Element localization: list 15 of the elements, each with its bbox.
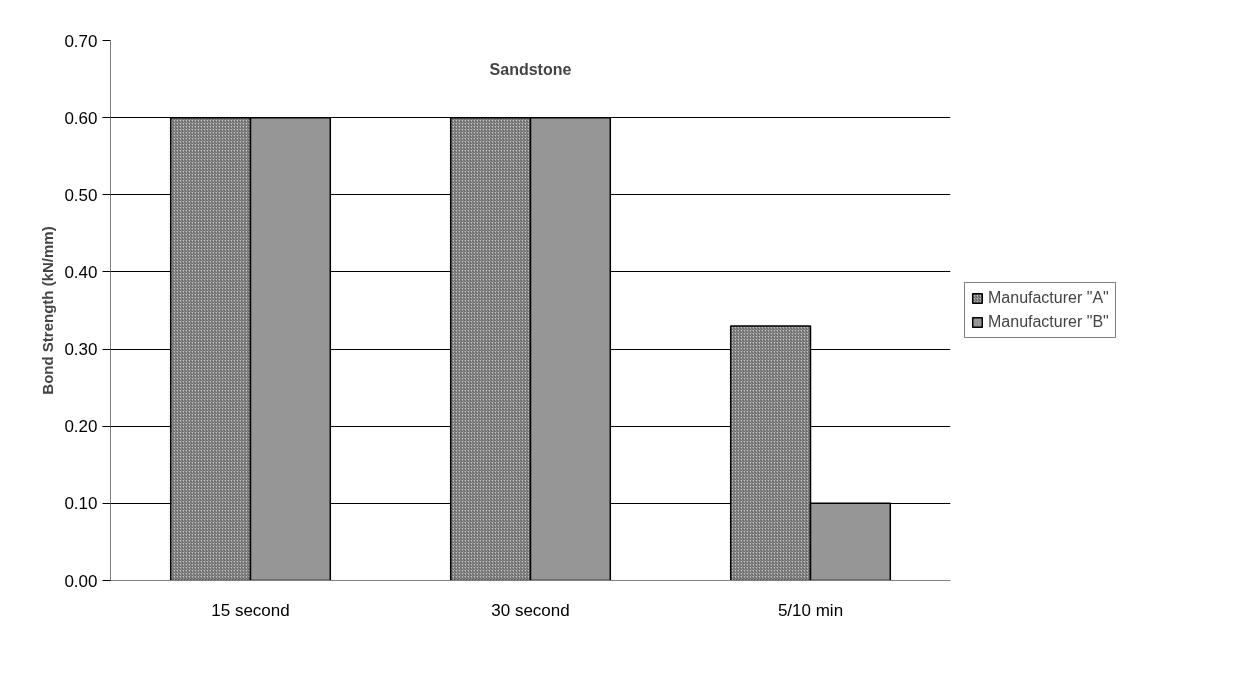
y-tick-label: 0.30	[64, 340, 98, 360]
legend-label: Manufacturer "A"	[988, 289, 1109, 307]
y-tick-label: 0.50	[64, 185, 98, 205]
text: Sandstone	[489, 61, 572, 79]
y-tick-label: 0.40	[64, 262, 98, 282]
y-tick-label: 0.20	[64, 417, 98, 437]
y-tick-label: 0.60	[64, 108, 98, 128]
y-tick-label: 0.70	[64, 31, 98, 51]
y-tick-label: 0.10	[64, 494, 98, 514]
y-axis-title: Bond Strength (kN/mm)	[39, 226, 57, 395]
y-tick-label: 0.00	[64, 571, 98, 591]
x-tick-label: 30 second	[491, 600, 570, 620]
x-tick-label: 5/10 min	[777, 600, 844, 620]
x-tick-label: 15 second	[211, 600, 290, 620]
legend-label: Manufacturer "B"	[988, 313, 1109, 331]
